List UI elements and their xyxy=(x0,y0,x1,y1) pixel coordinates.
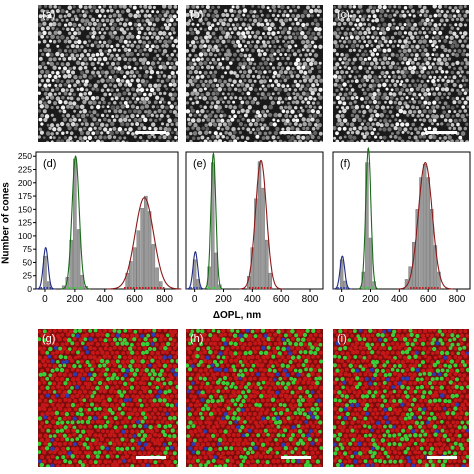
x-tick-label: 0 xyxy=(192,294,198,305)
histogram-bar xyxy=(144,195,148,290)
panel-label: (d) xyxy=(43,158,56,170)
histogram-bar xyxy=(132,247,137,290)
cone-image-b: (b) xyxy=(186,5,323,142)
fit-curve-green xyxy=(203,151,224,290)
histogram-bar xyxy=(426,177,430,290)
x-tick-label: 800 xyxy=(156,294,173,305)
histogram-bar xyxy=(76,229,81,290)
histogram-bar xyxy=(368,237,373,290)
x-tick-label: 600 xyxy=(273,294,290,305)
scale-bar xyxy=(136,131,166,134)
histogram-bar xyxy=(264,239,269,290)
histogram-bar xyxy=(136,230,141,290)
x-tick-label: 0 xyxy=(42,294,48,305)
histogram-bar xyxy=(422,164,427,290)
x-tick-label: 400 xyxy=(244,294,261,305)
fit-curve-green xyxy=(357,146,379,290)
cone-mosaic-grayscale xyxy=(333,5,469,142)
histogram-bar xyxy=(155,267,159,290)
fit-curve-red xyxy=(107,197,182,290)
x-tick-label: 400 xyxy=(96,294,113,305)
histogram-d: (d) 0 200 400 600 800 0 25 50 75 100 125 150 175 200 22… xyxy=(0,148,182,312)
x-tick-label: 400 xyxy=(391,294,408,305)
y-tick-label: 0 xyxy=(27,284,32,294)
y-tick-label: 225 xyxy=(18,165,32,175)
cone-mosaic-grayscale xyxy=(186,5,323,142)
cone-mosaic-classified xyxy=(38,329,178,467)
y-tick-label: 100 xyxy=(18,231,32,241)
plot-frame xyxy=(332,151,471,290)
panel-label-i: (i) xyxy=(337,333,347,345)
scale-bar xyxy=(427,131,457,134)
y-tick-label: 50 xyxy=(23,257,33,267)
x-tick-label: 200 xyxy=(362,294,379,305)
y-tick-label: 200 xyxy=(18,178,32,188)
fit-curve-blue xyxy=(333,255,352,290)
cone-mosaic-classified xyxy=(333,329,469,467)
panel-label-g: (g) xyxy=(42,333,56,345)
scale-bar xyxy=(136,456,166,459)
y-tick-label: 75 xyxy=(23,244,33,254)
histogram-bar xyxy=(419,177,423,290)
histogram-bar xyxy=(151,244,156,290)
cone-image-a: (a) xyxy=(38,5,178,142)
fit-curve-blue xyxy=(186,251,205,290)
fit-curve-blue xyxy=(36,246,56,290)
fit-curve-red xyxy=(238,159,284,290)
x-axis-title: ΔOPL, nm xyxy=(212,310,262,321)
histogram-bar xyxy=(129,261,133,290)
cone-mosaic-classified xyxy=(186,329,323,467)
histogram-f: (f) 0 200 400 600 800 xyxy=(329,146,474,312)
panel-label-c: (c) xyxy=(337,9,350,21)
cone-mosaic-grayscale xyxy=(38,5,178,142)
fit-curve-red xyxy=(397,162,454,290)
y-tick-label: 25 xyxy=(23,271,33,281)
histogram-e: (e) 0 200 400 600 800 xyxy=(182,148,327,312)
x-tick-label: 0 xyxy=(339,294,345,305)
panel-label: (f) xyxy=(340,158,350,170)
panel-label-h: (h) xyxy=(190,333,204,345)
fit-curve-green xyxy=(61,155,91,290)
y-tick-label: 125 xyxy=(18,218,32,228)
scale-bar xyxy=(281,456,311,459)
x-tick-label: 600 xyxy=(420,294,437,305)
classified-image-g: (g) xyxy=(38,329,178,467)
histogram-bar xyxy=(261,187,265,290)
histogram-bar xyxy=(147,211,152,290)
histogram-bar xyxy=(268,272,273,290)
x-tick-label: 600 xyxy=(126,294,143,305)
histogram-bar xyxy=(140,208,144,290)
scale-bar xyxy=(281,131,311,134)
histogram-bar xyxy=(46,281,51,290)
panel-label: (e) xyxy=(193,158,206,170)
histogram-bar xyxy=(257,161,262,290)
panel-label-b: (b) xyxy=(190,9,204,21)
y-tick-label: 175 xyxy=(18,191,32,201)
x-tick-label: 200 xyxy=(67,294,84,305)
classified-image-i: (i) xyxy=(333,329,469,467)
scale-bar xyxy=(427,456,457,459)
x-tick-label: 800 xyxy=(302,294,319,305)
x-tick-label: 800 xyxy=(449,294,466,305)
classified-image-h: (h) xyxy=(186,329,323,467)
x-tick-label: 200 xyxy=(215,294,232,305)
y-tick-label: 250 xyxy=(18,151,32,161)
y-tick-label: 150 xyxy=(18,204,32,214)
cone-image-c: (c) xyxy=(333,5,469,142)
panel-label-a: (a) xyxy=(42,9,56,21)
